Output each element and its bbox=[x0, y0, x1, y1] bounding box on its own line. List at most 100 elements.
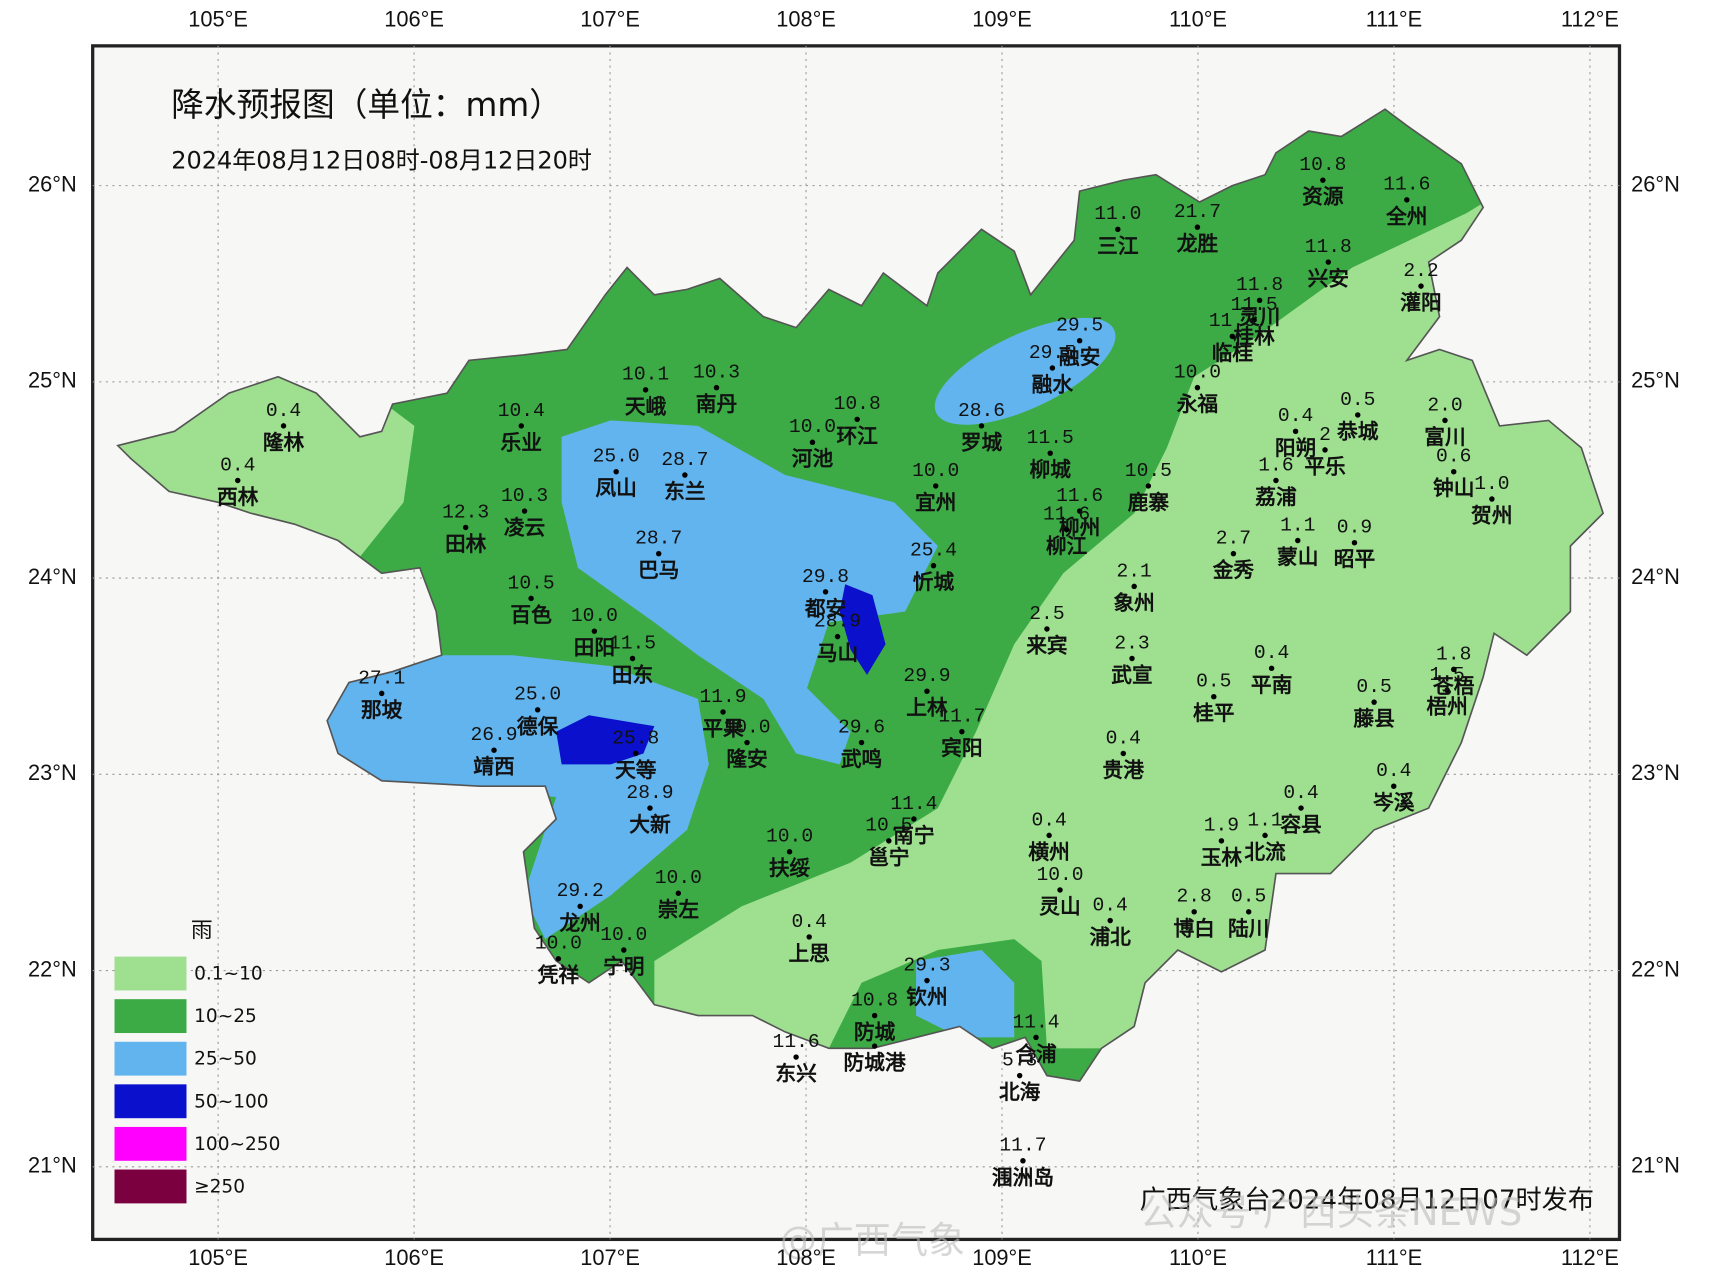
watermark: @广西气象 bbox=[780, 1219, 965, 1262]
station-dot bbox=[682, 472, 688, 478]
station-name: 龙州 bbox=[559, 911, 600, 935]
station-dot bbox=[871, 1012, 878, 1019]
station-name: 防城 bbox=[854, 1020, 896, 1044]
station-name: 恭城 bbox=[1336, 419, 1379, 443]
station-value: 25.0 bbox=[514, 684, 561, 706]
station-name: 钟山 bbox=[1433, 476, 1474, 500]
station-name: 三江 bbox=[1097, 234, 1139, 258]
station-value: 2.2 bbox=[1403, 260, 1438, 282]
station-value: 2.8 bbox=[1177, 886, 1212, 908]
station-name: 蒙山 bbox=[1277, 545, 1318, 569]
station-name: 崇左 bbox=[658, 898, 700, 922]
station-name: 灵山 bbox=[1039, 894, 1080, 918]
station-dot bbox=[462, 524, 469, 531]
station-dot bbox=[744, 739, 750, 746]
station-value: 11.5 bbox=[1231, 294, 1278, 316]
station-name: 永福 bbox=[1176, 392, 1218, 416]
station-name: 那坡 bbox=[361, 698, 403, 722]
station-dot bbox=[930, 562, 937, 569]
lon-label: 105°E bbox=[188, 1245, 248, 1270]
station-value: 11.4 bbox=[1012, 1011, 1059, 1033]
lat-label: 25°N bbox=[28, 368, 77, 393]
station-name: 田东 bbox=[612, 663, 654, 687]
station-value: 10.0 bbox=[1174, 362, 1221, 384]
station-value: 10.5 bbox=[508, 572, 555, 594]
station-name: 龙胜 bbox=[1177, 232, 1219, 256]
station-value: 11.4 bbox=[890, 793, 937, 815]
station-name: 德保 bbox=[517, 714, 559, 738]
station-name: 田林 bbox=[445, 532, 487, 556]
station-name: 柳城 bbox=[1029, 458, 1071, 482]
station-value: 10.0 bbox=[912, 460, 959, 482]
legend: 雨 0.1~10 10~25 25~50 50~100 100~250 ≥250 bbox=[114, 918, 280, 1204]
station-dot bbox=[1245, 909, 1252, 915]
station-name: 上林 bbox=[906, 696, 948, 720]
station-name: 横州 bbox=[1028, 840, 1069, 864]
station-value: 0.5 bbox=[1196, 671, 1231, 693]
station-dot bbox=[924, 977, 930, 984]
lat-label: 21°N bbox=[28, 1153, 77, 1178]
station-dot bbox=[1322, 447, 1328, 453]
station-value: 0.4 bbox=[1278, 405, 1313, 427]
station-dot bbox=[647, 805, 653, 811]
station-value: 0.6 bbox=[1436, 446, 1471, 468]
station-value: 28.9 bbox=[626, 782, 673, 804]
station-name: 鹿寨 bbox=[1128, 490, 1170, 514]
station-dot bbox=[1049, 365, 1056, 371]
station-dot bbox=[1120, 750, 1127, 757]
station-value: 29.5 bbox=[1056, 315, 1103, 337]
station-dot bbox=[806, 934, 812, 940]
station-name: 昭平 bbox=[1334, 547, 1376, 571]
station-dot bbox=[642, 387, 649, 393]
station-value: 11.6 bbox=[773, 1031, 820, 1053]
station-value: 10.8 bbox=[1299, 154, 1346, 176]
station-value: 10.0 bbox=[766, 826, 813, 848]
station-dot bbox=[655, 550, 662, 557]
station-value: 11.3 bbox=[1209, 310, 1256, 332]
station-name: 北海 bbox=[999, 1080, 1041, 1104]
station-dot bbox=[1115, 226, 1121, 233]
lon-label: 109°E bbox=[972, 7, 1032, 32]
station-value: 12.3 bbox=[442, 501, 489, 523]
station-name: 东兰 bbox=[664, 479, 705, 503]
station-value: 10.8 bbox=[834, 393, 881, 415]
station-dot bbox=[1292, 428, 1299, 435]
station-name: 来宾 bbox=[1025, 633, 1067, 657]
station-value: 10.4 bbox=[498, 400, 545, 422]
region-25-50 bbox=[934, 317, 1116, 425]
station-value: 25.0 bbox=[593, 446, 640, 468]
station-name: 苍梧 bbox=[1432, 674, 1475, 698]
station-value: 11.7 bbox=[999, 1135, 1046, 1157]
lon-label: 110°E bbox=[1169, 7, 1227, 32]
station-name: 融水 bbox=[1032, 372, 1074, 396]
station-name: 阳朔 bbox=[1275, 436, 1316, 460]
station-name: 南宁 bbox=[893, 823, 934, 847]
region-25-50 bbox=[916, 950, 1015, 1038]
legend-label: 50~100 bbox=[194, 1091, 268, 1112]
station-name: 合浦 bbox=[1015, 1042, 1057, 1066]
station-dot bbox=[378, 690, 385, 697]
station-dot bbox=[555, 956, 562, 962]
rain-zones bbox=[117, 109, 1604, 1049]
legend-label: 25~50 bbox=[194, 1049, 257, 1070]
station-dot bbox=[1489, 496, 1495, 502]
station-name: 防城港 bbox=[844, 1051, 906, 1075]
station-dot bbox=[858, 739, 865, 746]
station-dot bbox=[978, 423, 985, 429]
lat-label: 23°N bbox=[28, 760, 77, 785]
station-name: 兴安 bbox=[1308, 267, 1349, 291]
station-value: 11.6 bbox=[1043, 504, 1090, 526]
lat-label: 25°N bbox=[1631, 368, 1680, 393]
station-dot bbox=[1229, 333, 1236, 340]
station-name: 邕宁 bbox=[868, 845, 909, 869]
station-name: 临桂 bbox=[1212, 341, 1254, 365]
map-subtitle: 2024年08月12日08时-08月12日20时 bbox=[171, 147, 592, 175]
station-value: 0.4 bbox=[1376, 760, 1411, 782]
station-value: 1.1 bbox=[1280, 514, 1315, 536]
station-dot bbox=[793, 1054, 799, 1060]
station-dot bbox=[1320, 177, 1326, 183]
station-value: 0.4 bbox=[792, 911, 827, 933]
lon-label: 112°E bbox=[1561, 1245, 1619, 1270]
station-value: 0.4 bbox=[1254, 642, 1289, 664]
